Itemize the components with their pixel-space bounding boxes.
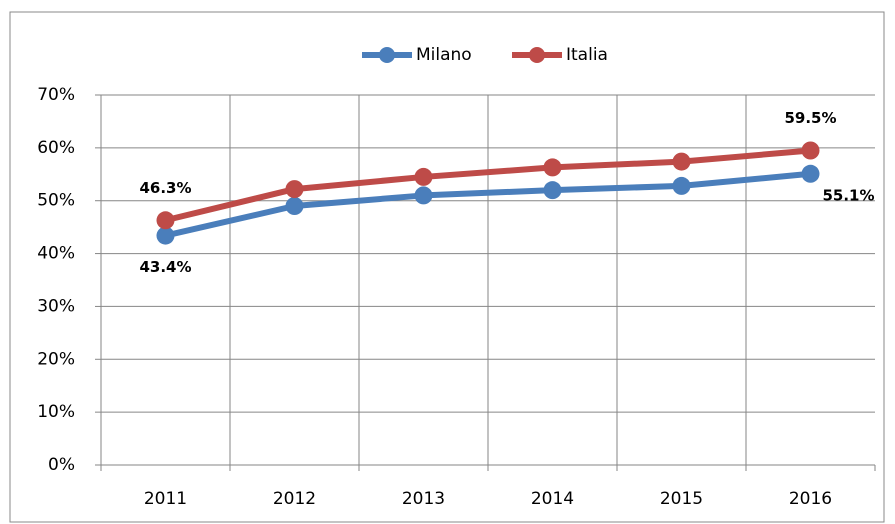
data-point — [156, 226, 175, 245]
y-tick-label: 50% — [37, 191, 75, 211]
x-tick-label: 2013 — [402, 489, 445, 509]
legend-marker — [379, 47, 395, 63]
x-tick-label: 2014 — [531, 489, 574, 509]
x-tick-label: 2011 — [144, 489, 187, 509]
data-point — [801, 141, 820, 160]
data-label: 46.3% — [139, 179, 191, 197]
x-tick-label: 2012 — [273, 489, 316, 509]
data-point — [285, 180, 304, 199]
x-tick-label: 2016 — [789, 489, 832, 509]
y-tick-label: 40% — [37, 244, 75, 264]
data-point — [543, 158, 562, 177]
data-point — [285, 197, 304, 215]
y-tick-label: 60% — [37, 138, 75, 158]
data-point — [414, 186, 433, 205]
data-label: 59.5% — [784, 109, 836, 127]
data-point — [414, 167, 433, 186]
series-line — [164, 170, 811, 239]
data-point — [801, 164, 820, 183]
data-point — [672, 176, 691, 195]
data-label: 43.4% — [139, 258, 191, 276]
y-tick-label: 70% — [37, 85, 75, 105]
y-tick-label: 0% — [48, 455, 75, 475]
y-tick-label: 10% — [37, 402, 75, 422]
x-tick-label: 2015 — [660, 489, 703, 509]
legend-label: Italia — [566, 45, 608, 65]
data-point — [672, 152, 691, 171]
data-label: 55.1% — [822, 186, 874, 204]
y-tick-label: 30% — [37, 296, 75, 316]
data-point — [543, 181, 562, 200]
legend-marker — [529, 47, 545, 63]
legend-label: Milano — [416, 45, 472, 65]
y-tick-label: 20% — [37, 349, 75, 369]
series-line — [164, 147, 811, 224]
data-point — [156, 211, 175, 230]
chart-border — [9, 11, 885, 523]
